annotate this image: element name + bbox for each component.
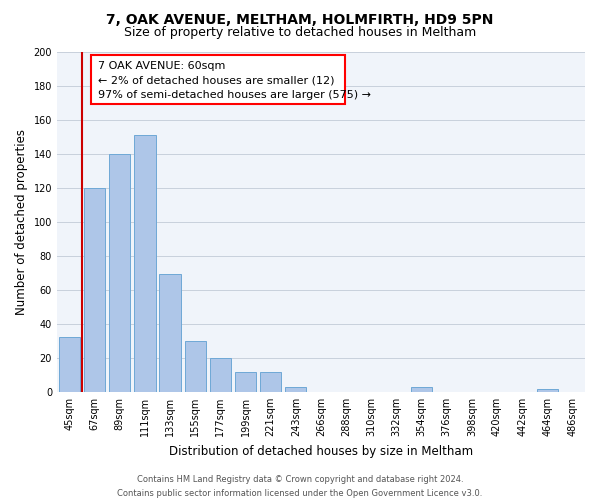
Bar [134,135,155,392]
FancyBboxPatch shape [91,55,345,104]
Text: Size of property relative to detached houses in Meltham: Size of property relative to detached ho… [124,26,476,39]
Bar [209,358,231,392]
X-axis label: Distribution of detached houses by size in Meltham: Distribution of detached houses by size … [169,444,473,458]
Bar [185,341,206,392]
Text: Contains HM Land Registry data © Crown copyright and database right 2024.
Contai: Contains HM Land Registry data © Crown c… [118,476,482,498]
Text: ← 2% of detached houses are smaller (12): ← 2% of detached houses are smaller (12) [98,76,334,86]
Y-axis label: Number of detached properties: Number of detached properties [15,128,28,314]
Bar [109,154,130,392]
Bar [160,274,181,392]
Bar [285,387,307,392]
Bar [235,372,256,392]
Bar [411,387,432,392]
Text: 97% of semi-detached houses are larger (575) →: 97% of semi-detached houses are larger (… [98,90,371,101]
Text: 7 OAK AVENUE: 60sqm: 7 OAK AVENUE: 60sqm [98,61,225,71]
Bar [84,188,106,392]
Bar [536,388,558,392]
Text: 7, OAK AVENUE, MELTHAM, HOLMFIRTH, HD9 5PN: 7, OAK AVENUE, MELTHAM, HOLMFIRTH, HD9 5… [106,12,494,26]
Bar [260,372,281,392]
Bar [59,338,80,392]
